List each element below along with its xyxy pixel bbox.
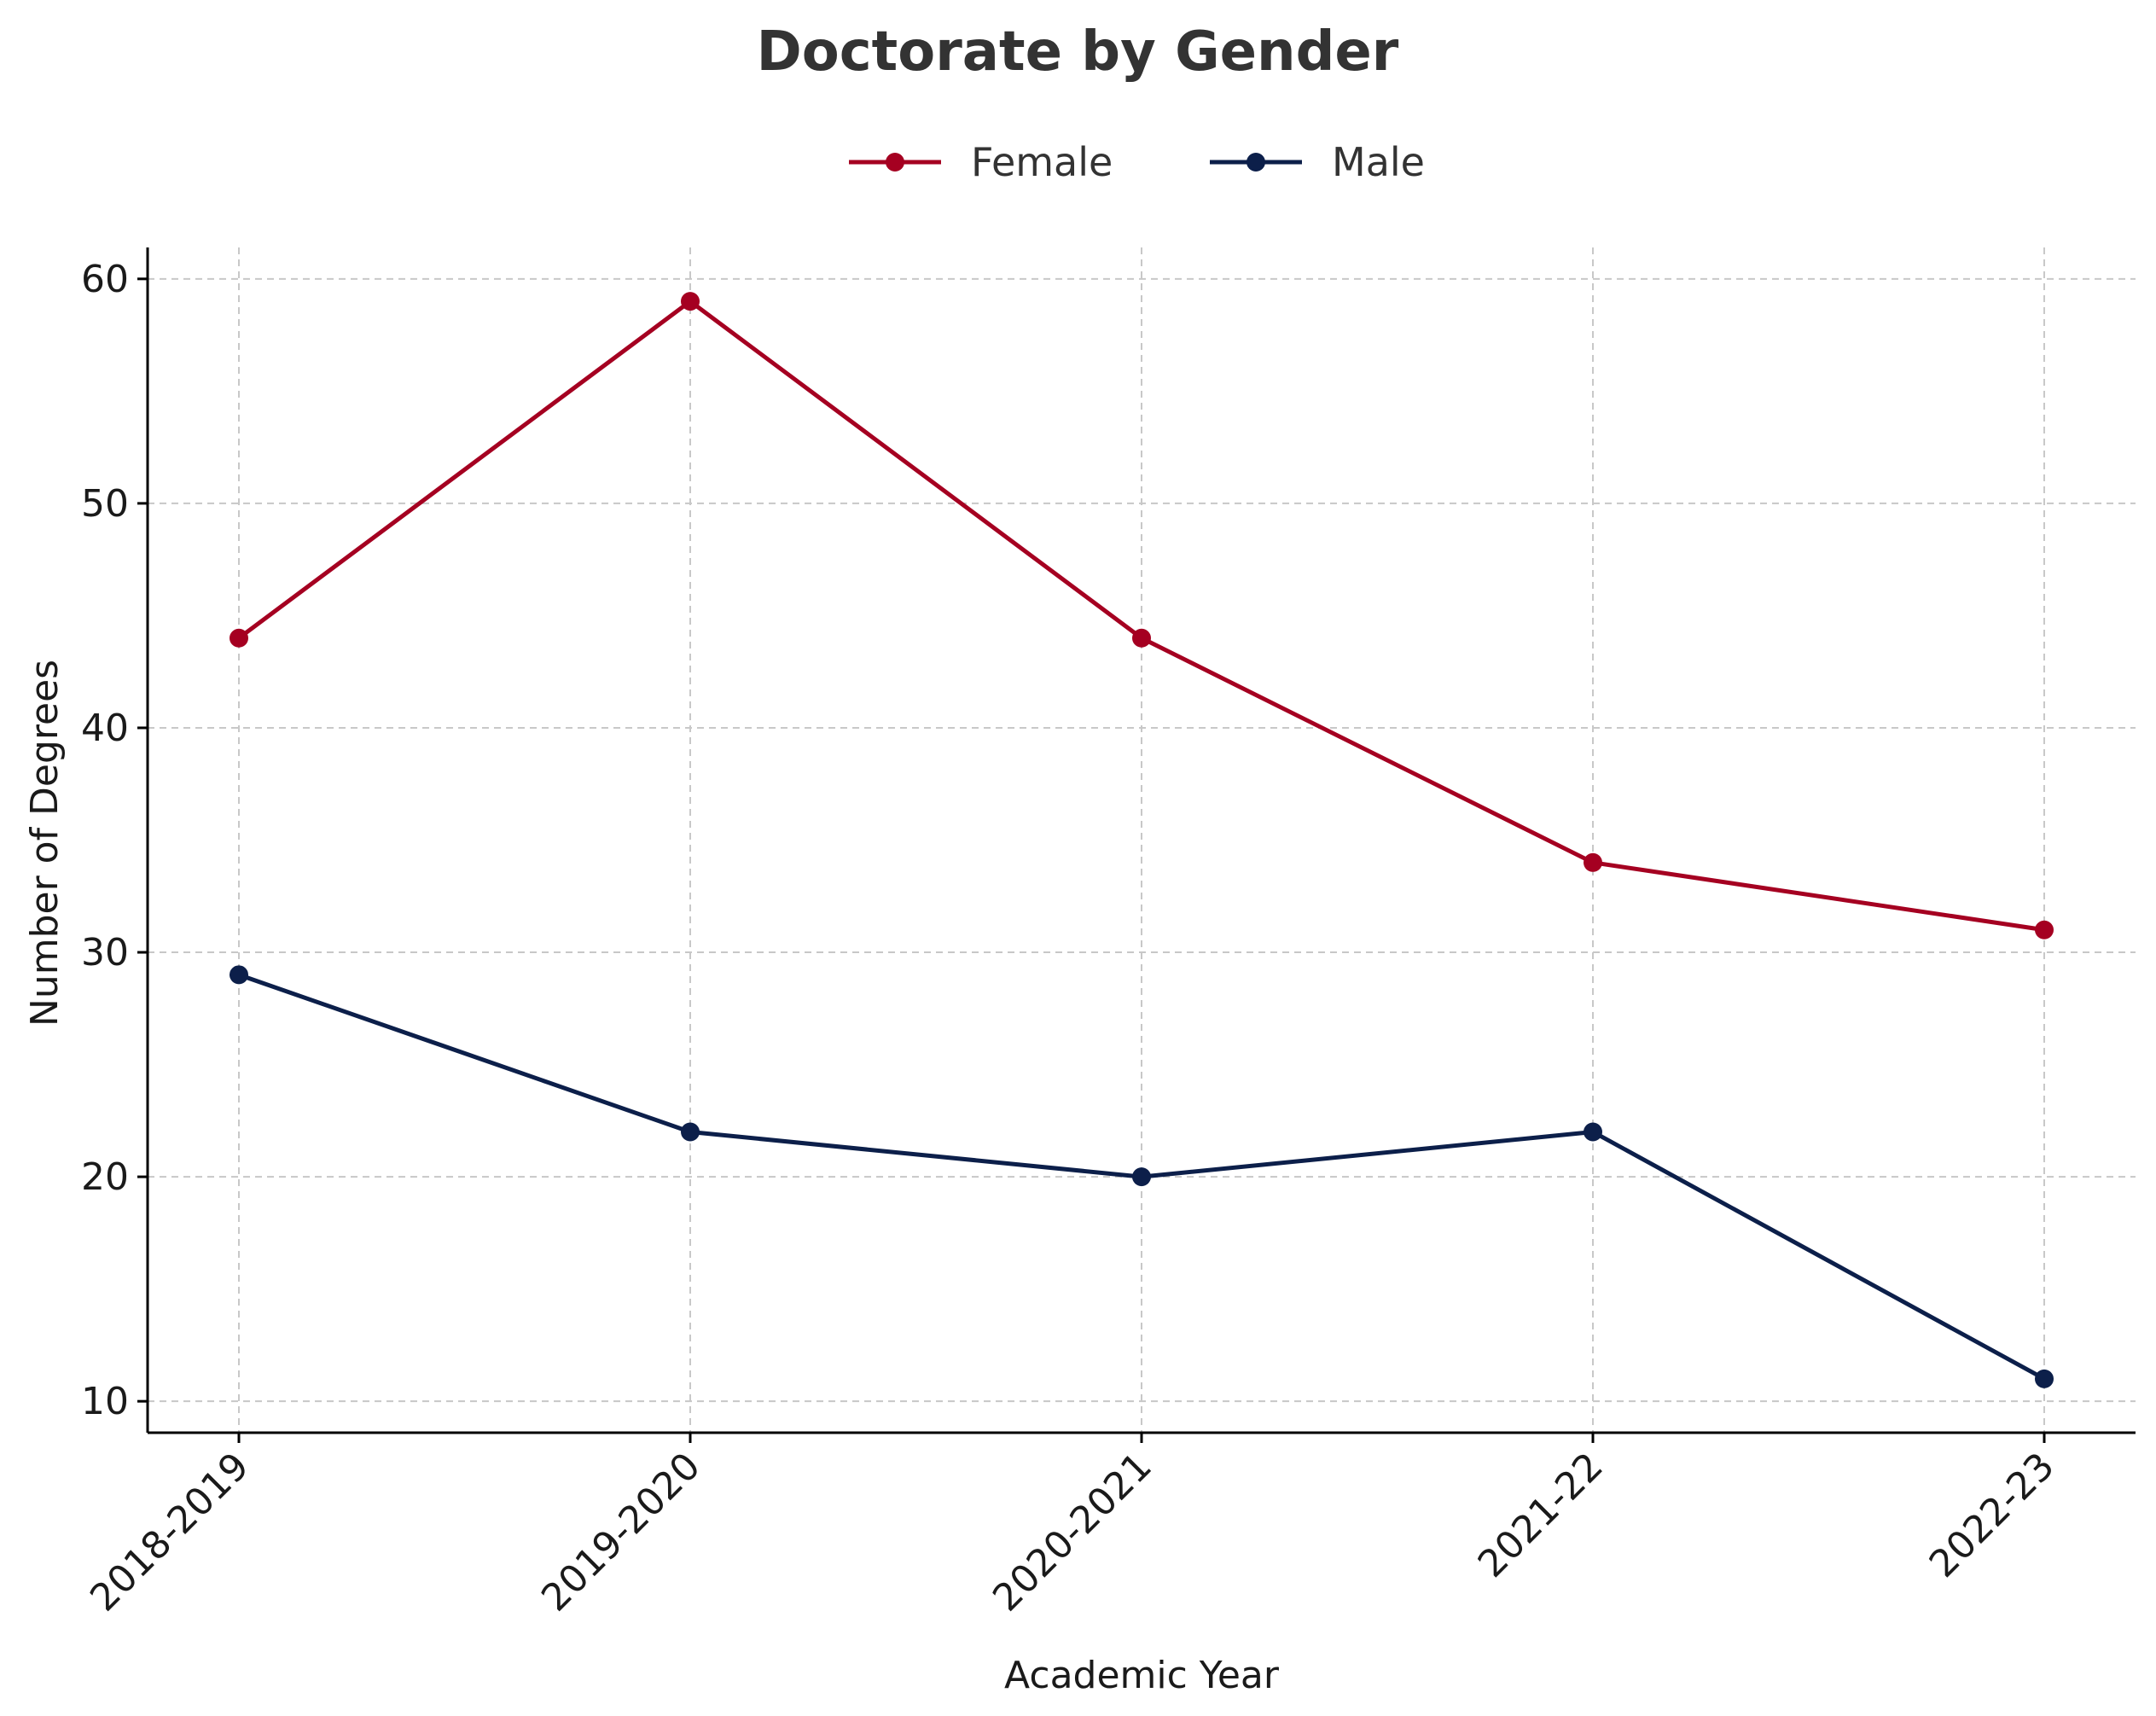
y-tick-label: 40	[81, 707, 129, 750]
x-axis-label: Academic Year	[1004, 1654, 1280, 1697]
y-tick-label: 50	[81, 482, 129, 526]
x-tick-label: 2019-2020	[533, 1445, 709, 1620]
data-point-female	[681, 292, 700, 311]
legend-label-male: Male	[1332, 139, 1425, 185]
data-point-male	[681, 1122, 700, 1142]
data-point-male	[2035, 1369, 2054, 1388]
legend-marker-female	[886, 153, 904, 172]
y-tick-label: 20	[81, 1155, 129, 1199]
chart-title: Doctorate by Gender	[757, 20, 1399, 84]
grid	[148, 247, 2136, 1433]
y-tick-label: 30	[81, 931, 129, 974]
x-axis-ticks: 2018-2019 2019-2020 2020-2021 2021-22 2022-2…	[82, 1433, 2063, 1620]
series-group	[230, 292, 2054, 1388]
data-point-female	[230, 628, 248, 648]
x-tick-label: 2018-2019	[82, 1445, 258, 1620]
x-tick-label: 2021-22	[1470, 1445, 1612, 1586]
x-tick-label: 2022-23	[1921, 1445, 2063, 1586]
y-tick-label: 60	[81, 258, 129, 301]
y-axis-label: Number of Degrees	[23, 660, 67, 1027]
x-tick-label: 2020-2021	[985, 1445, 1160, 1620]
legend-marker-male	[1247, 153, 1265, 172]
data-point-male	[230, 965, 248, 985]
data-point-female	[1584, 852, 1602, 872]
y-tick-label: 10	[81, 1380, 129, 1423]
data-point-female	[1132, 628, 1151, 648]
y-axis-ticks: 10 20 30 40 50 60	[81, 258, 148, 1423]
data-point-male	[1584, 1122, 1602, 1142]
legend-label-female: Female	[971, 139, 1113, 185]
legend: Female Male	[849, 139, 1425, 185]
data-point-male	[1132, 1167, 1151, 1187]
data-point-female	[2035, 920, 2054, 939]
